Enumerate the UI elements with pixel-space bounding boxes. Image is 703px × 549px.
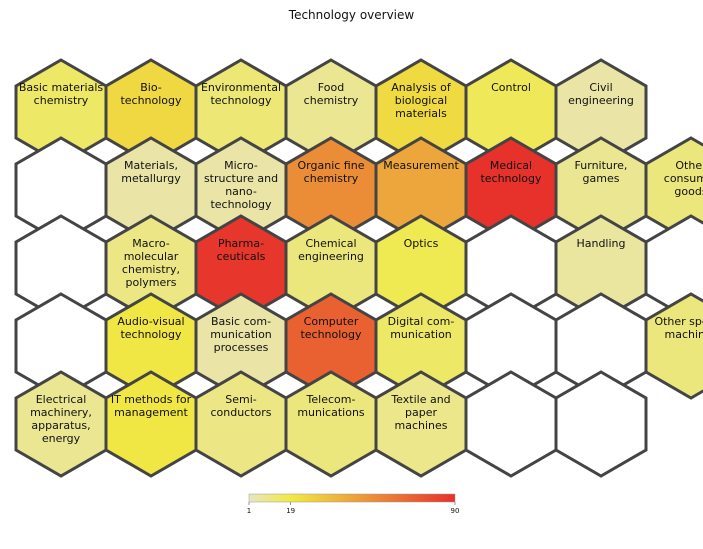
hex-label: Control bbox=[491, 81, 531, 94]
chart-title: Technology overview bbox=[288, 8, 415, 22]
hex-label: engineering bbox=[298, 250, 364, 263]
hex-label: Other bbox=[675, 159, 703, 172]
hex-label: Macro- bbox=[132, 237, 169, 250]
hex-label: technology bbox=[480, 172, 542, 185]
hex-label: Textile and bbox=[390, 393, 450, 406]
hex-label: Pharma- bbox=[218, 237, 264, 250]
hex-label: machines bbox=[394, 419, 447, 432]
hex-label: IT methods for bbox=[111, 393, 192, 406]
hex-label: energy bbox=[42, 432, 81, 445]
hex-label: chemistry bbox=[304, 172, 359, 185]
hex-label: materials bbox=[395, 107, 447, 120]
hex-label: Other special bbox=[654, 315, 703, 328]
hex-shape bbox=[554, 370, 648, 478]
hex-label: polymers bbox=[125, 276, 176, 289]
hex-label: Food bbox=[318, 81, 344, 94]
legend-tick-label: 19 bbox=[286, 507, 295, 515]
hex-label: Basic com- bbox=[211, 315, 271, 328]
hex-label: Measurement bbox=[383, 159, 459, 172]
hex-label: goods bbox=[674, 185, 703, 198]
hex-cell: Pharma-ceuticals bbox=[194, 214, 288, 322]
hex-label: molecular bbox=[124, 250, 179, 263]
legend-color-bar bbox=[248, 493, 456, 503]
hex-label: technology bbox=[120, 94, 182, 107]
hex-label: Semi- bbox=[225, 393, 257, 406]
hex-label: Computer bbox=[304, 315, 359, 328]
hex-label: Analysis of bbox=[391, 81, 452, 94]
hex-label: Materials, bbox=[124, 159, 178, 172]
hex-label: chemistry bbox=[304, 94, 359, 107]
hex-label: Micro- bbox=[224, 159, 258, 172]
hex-cell: Bio-technology bbox=[104, 58, 198, 166]
hex-label: conductors bbox=[210, 406, 271, 419]
hex-label: chemistry bbox=[34, 94, 89, 107]
hex-label: machinery, bbox=[30, 406, 92, 419]
hex-map: Basic materialschemistryBio-technologyEn… bbox=[14, 58, 703, 478]
hex-label: Environmental bbox=[201, 81, 281, 94]
hex-label: Organic fine bbox=[298, 159, 365, 172]
hex-label: munication bbox=[390, 328, 452, 341]
hex-label: technology bbox=[120, 328, 182, 341]
hex-label: structure and bbox=[204, 172, 278, 185]
hex-label: technology bbox=[210, 94, 272, 107]
hex-cell-empty bbox=[554, 370, 648, 478]
legend-tick-label: 90 bbox=[451, 507, 460, 515]
hex-label: management bbox=[114, 406, 188, 419]
hex-label: paper bbox=[405, 406, 437, 419]
hex-label: apparatus, bbox=[31, 419, 90, 432]
hex-label: Furniture, bbox=[575, 159, 628, 172]
hex-label: machines bbox=[664, 328, 703, 341]
hex-cell: Other specialmachines bbox=[644, 292, 703, 400]
hex-label: chemistry, bbox=[122, 263, 180, 276]
hex-shape bbox=[644, 292, 703, 400]
hex-label: Digital com- bbox=[388, 315, 455, 328]
hex-label: technology bbox=[210, 198, 272, 211]
hex-label: Electrical bbox=[36, 393, 87, 406]
hex-label: technology bbox=[300, 328, 362, 341]
hex-label: biological bbox=[395, 94, 447, 107]
hex-label: munications bbox=[297, 406, 365, 419]
hex-label: Medical bbox=[490, 159, 532, 172]
hex-cell: Furniture,games bbox=[554, 136, 648, 244]
hex-label: Optics bbox=[404, 237, 439, 250]
hex-label: Telecom- bbox=[306, 393, 356, 406]
hex-label: engineering bbox=[568, 94, 634, 107]
hex-label: processes bbox=[214, 341, 269, 354]
hex-label: metallurgy bbox=[121, 172, 181, 185]
hex-label: consumer bbox=[664, 172, 703, 185]
hex-label: ceuticals bbox=[217, 250, 266, 263]
hex-label: games bbox=[583, 172, 620, 185]
hex-label: Handling bbox=[576, 237, 625, 250]
hex-label: munication bbox=[210, 328, 272, 341]
hex-label: Chemical bbox=[305, 237, 356, 250]
hex-label: Civil bbox=[589, 81, 612, 94]
legend-tick-label: 1 bbox=[247, 507, 251, 515]
hex-label: Audio-visual bbox=[117, 315, 184, 328]
hex-label: Basic materials bbox=[19, 81, 104, 94]
hex-label: Bio- bbox=[140, 81, 162, 94]
hex-label: nano- bbox=[225, 185, 257, 198]
